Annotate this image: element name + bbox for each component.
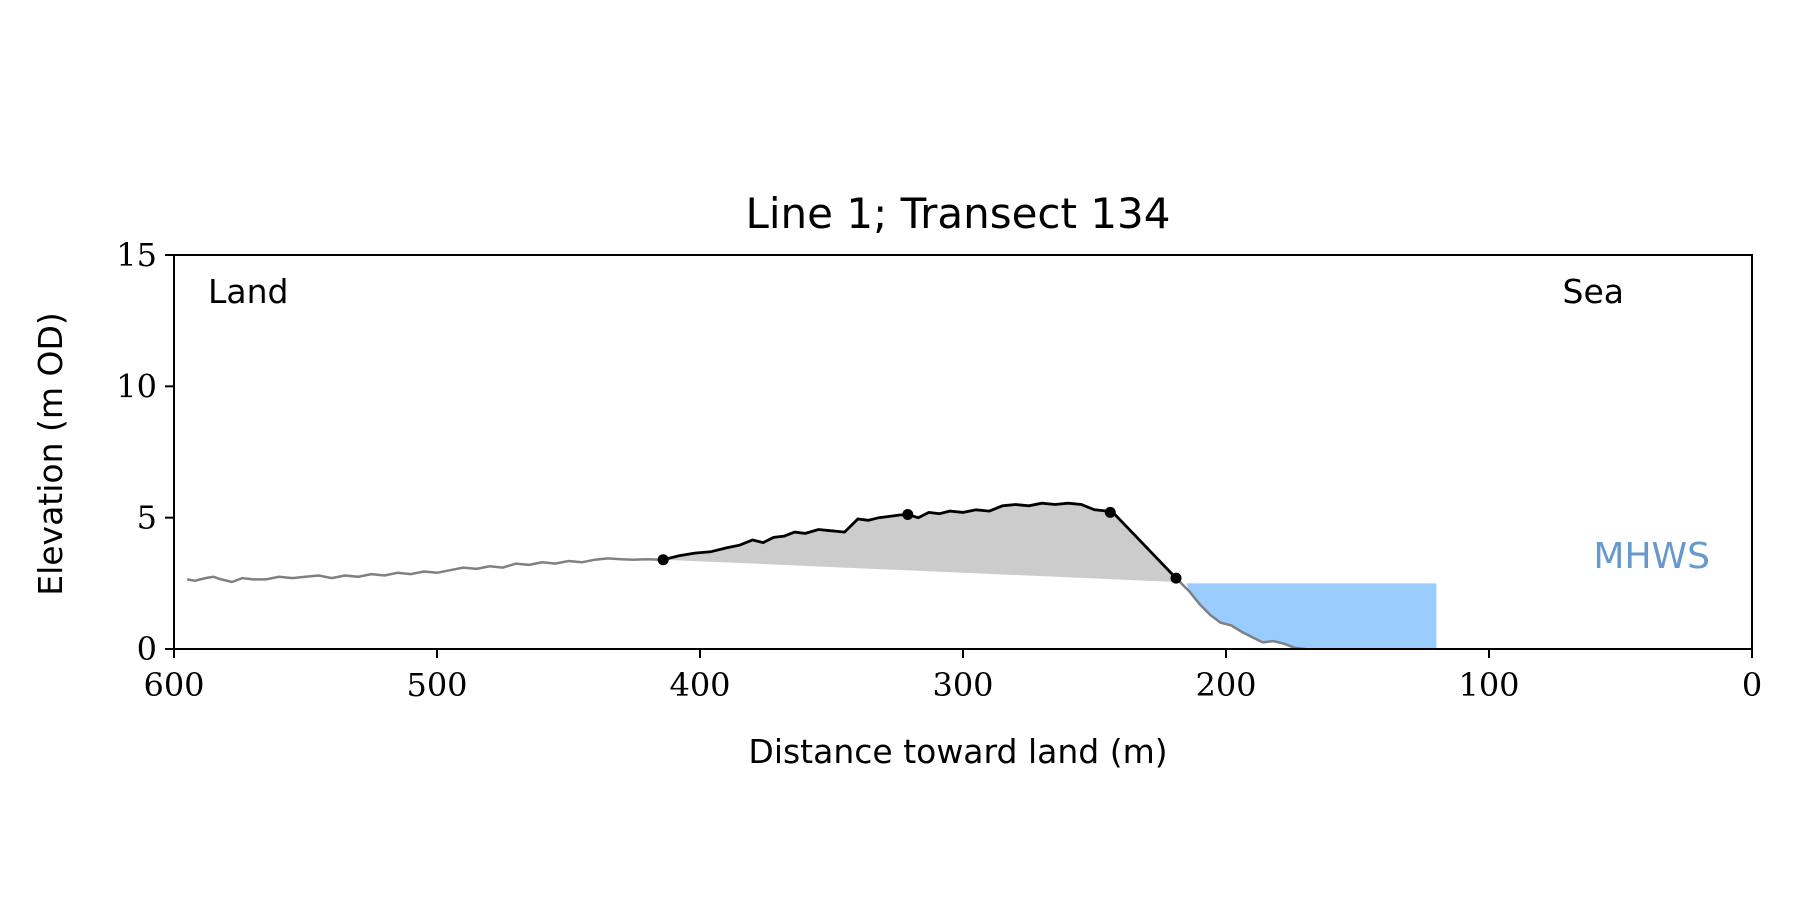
profile-line-landward	[186, 557, 661, 584]
mhws-annotation: MHWS	[1593, 536, 1710, 577]
y-tick-label: 0	[137, 630, 157, 668]
axes-frame	[173, 254, 1753, 650]
profile-marker	[902, 509, 914, 521]
lines-layer	[186, 501, 1306, 651]
y-tick-label: 5	[137, 499, 157, 537]
x-tick-label: 600	[143, 666, 204, 704]
profile-marker	[1104, 506, 1116, 518]
x-tick-label: 500	[406, 666, 467, 704]
y-tick-label: 15	[116, 236, 157, 274]
x-tick-label: 400	[669, 666, 730, 704]
x-tick-label: 300	[932, 666, 993, 704]
profile-line-dune	[662, 501, 1178, 580]
sea-annotation: Sea	[1563, 272, 1624, 311]
markers-layer	[657, 506, 1182, 584]
y-tick-label: 10	[116, 367, 157, 405]
x-tick-label: 0	[1742, 666, 1762, 704]
x-tick-label: 200	[1195, 666, 1256, 704]
profile-line-seaward	[1175, 577, 1306, 651]
x-tick-label: 100	[1458, 666, 1519, 704]
mhws-water-area	[1186, 583, 1437, 649]
profile-marker	[1170, 572, 1182, 584]
land-annotation: Land	[208, 272, 288, 311]
ticks-layer: 600 500 400 300 200 100 0 0 5 10 15	[116, 236, 1762, 704]
profile-marker	[657, 554, 669, 566]
fills-layer	[663, 503, 1437, 649]
x-axis-label: Distance toward land (m)	[748, 732, 1167, 771]
y-axis-label: Elevation (m OD)	[31, 312, 70, 596]
chart-title: Line 1; Transect 134	[745, 189, 1170, 238]
dune-area	[663, 503, 1177, 583]
